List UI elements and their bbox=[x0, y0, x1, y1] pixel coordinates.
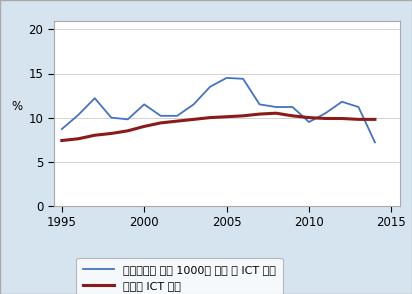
Y-axis label: %: % bbox=[12, 100, 23, 113]
Legend: 자본수익를 상위 1000대 기업 중 ICT 비중, 전체중 ICT 비중: 자본수익를 상위 1000대 기업 중 ICT 비중, 전체중 ICT 비중 bbox=[76, 258, 283, 294]
